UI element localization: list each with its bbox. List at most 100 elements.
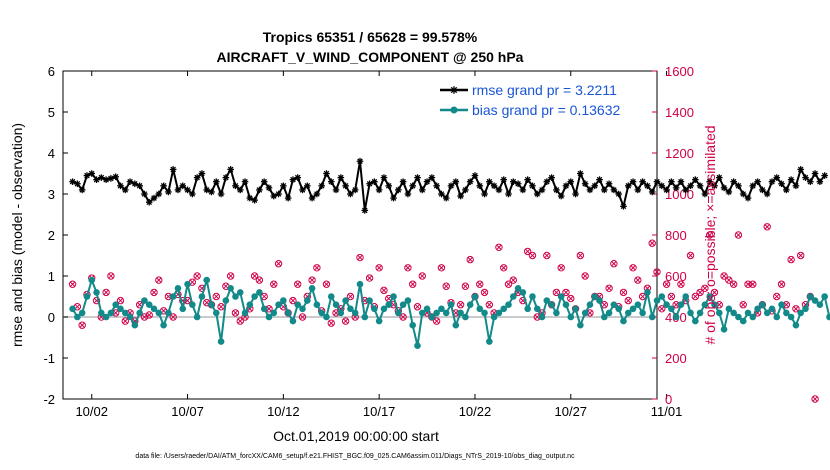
bias-point: [509, 293, 517, 300]
obs-count-point: [777, 280, 786, 288]
bias-point: [581, 309, 589, 317]
rmse-point: [692, 176, 699, 183]
bias-point: [107, 309, 115, 317]
obs-count-point: [691, 292, 700, 301]
obs-count-point: [294, 280, 302, 288]
obs-count-point: [274, 260, 283, 268]
rmse-point: [553, 186, 560, 194]
rmse-point: [711, 182, 718, 190]
obs-count-point: [480, 288, 489, 297]
rmse-point: [514, 180, 522, 188]
rmse-point: [260, 178, 268, 185]
bias-point: [562, 301, 570, 309]
rmse-point: [624, 182, 632, 190]
rmse-point: [337, 174, 345, 181]
bias-point: [375, 317, 383, 325]
obs-count-point: [116, 296, 125, 305]
rmse-point: [759, 186, 766, 194]
bias-point: [481, 309, 488, 317]
bias-point: [361, 313, 369, 321]
bias-point: [69, 305, 76, 313]
obs-count-point: [485, 301, 494, 309]
bias-point: [93, 289, 100, 296]
bias-point: [88, 276, 96, 284]
obs-count-point: [399, 313, 407, 321]
bias-point: [500, 305, 508, 313]
bias-point: [768, 305, 776, 313]
bias-point: [653, 297, 661, 304]
bias-point: [83, 293, 91, 300]
rmse-point: [725, 188, 733, 196]
rmse-point: [399, 178, 407, 185]
obs-count-point: [734, 231, 743, 239]
rmse-point: [543, 178, 551, 185]
obs-count-point: [787, 255, 795, 264]
bias-point: [730, 309, 737, 317]
bias-point: [533, 305, 541, 313]
obs-count-point: [552, 288, 561, 297]
bias-point: [126, 313, 134, 321]
obs-count-point: [634, 276, 642, 284]
legend-bias-label: bias grand pr = 0.13632: [472, 102, 620, 118]
bias-point: [78, 309, 86, 317]
bias-point: [644, 289, 651, 296]
bias-point: [706, 293, 713, 300]
rmse-point: [88, 170, 96, 177]
bias-point: [763, 309, 771, 317]
bias-point: [744, 309, 752, 317]
obs-count-point: [710, 288, 719, 297]
rmse-point: [615, 190, 622, 198]
obs-count-point: [610, 260, 618, 268]
rmse-point: [78, 186, 86, 194]
bias-point: [529, 293, 536, 300]
bias-point: [620, 317, 627, 325]
rmse-point: [433, 182, 440, 190]
obs-count-point: [557, 264, 565, 272]
y-left-tick-label: 0: [48, 310, 55, 325]
rmse-point: [323, 170, 330, 177]
bias-point: [313, 301, 321, 309]
obs-count-point: [255, 276, 264, 284]
obs-count-point: [466, 255, 474, 264]
bias-point: [811, 297, 819, 304]
obs-count-point: [327, 319, 335, 327]
obs-count-point: [231, 309, 240, 317]
rmse-point: [275, 190, 282, 198]
rmse-point: [423, 178, 431, 185]
bias-point: [711, 301, 718, 309]
rmse-point: [318, 182, 325, 190]
bias-point: [442, 309, 450, 317]
rmse-point: [653, 178, 661, 185]
bias-point: [476, 305, 484, 313]
x-tick-label: 10/07: [171, 404, 204, 419]
rmse-point: [145, 198, 153, 206]
bias-point: [428, 313, 436, 321]
bias-point: [332, 301, 340, 309]
bias-point: [567, 313, 575, 321]
rmse-point: [447, 182, 455, 190]
rmse-point: [375, 186, 383, 194]
bias-point: [212, 309, 220, 317]
obs-count-point: [504, 280, 513, 288]
x-tick-label: 10/02: [75, 404, 108, 419]
bias-point: [165, 309, 172, 317]
rmse-point: [783, 186, 790, 194]
bias-point: [648, 313, 656, 321]
rmse-point: [773, 174, 781, 181]
x-axis-ticks: 10/02 10/07 10/12 10/17 10/22 10/27 11/01: [75, 71, 682, 419]
obs-count-point: [226, 272, 235, 280]
obs-count-point: [476, 280, 484, 288]
bias-point: [749, 313, 757, 321]
rmse-point: [241, 178, 249, 185]
bias-point: [121, 309, 129, 317]
bias-point: [634, 301, 642, 309]
obs-count-point: [763, 223, 771, 231]
obs-count-point: [605, 284, 613, 292]
rmse-point: [189, 190, 196, 198]
obs-count-point: [720, 272, 728, 280]
obs-count-point: [662, 280, 671, 288]
bias-point: [160, 321, 167, 329]
rmse-point: [414, 174, 421, 181]
legend-bias-marker: [450, 106, 458, 114]
rmse-point: [385, 182, 393, 190]
